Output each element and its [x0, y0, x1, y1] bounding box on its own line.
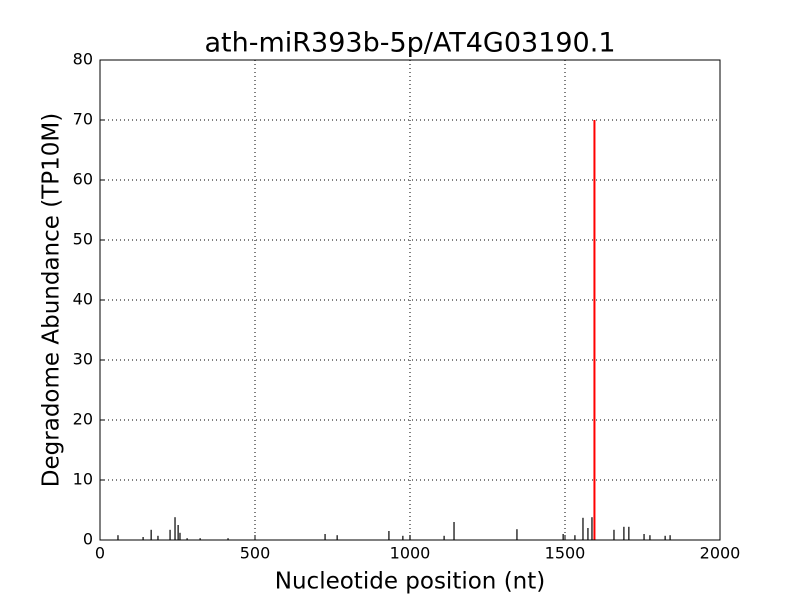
y-axis-label: Degradome Abundance (TP10M) — [39, 113, 65, 487]
y-tick-label: 50 — [73, 230, 93, 249]
y-tick-label: 30 — [73, 350, 93, 369]
y-tick-label: 0 — [83, 530, 93, 549]
chart-title: ath-miR393b-5p/AT4G03190.1 — [205, 28, 616, 59]
y-tick-label: 80 — [73, 50, 93, 69]
x-tick-label: 0 — [95, 544, 105, 563]
plot-frame — [99, 59, 721, 541]
x-tick-label: 2000 — [700, 544, 741, 563]
y-tick-label: 20 — [73, 410, 93, 429]
x-tick-label: 1000 — [390, 544, 431, 563]
y-tick-label: 10 — [73, 470, 93, 489]
x-tick-label: 1500 — [545, 544, 586, 563]
y-tick-label: 70 — [73, 110, 93, 129]
y-tick-label: 40 — [73, 290, 93, 309]
x-axis-label: Nucleotide position (nt) — [275, 569, 545, 595]
y-tick-label: 60 — [73, 170, 93, 189]
x-tick-label: 500 — [240, 544, 271, 563]
